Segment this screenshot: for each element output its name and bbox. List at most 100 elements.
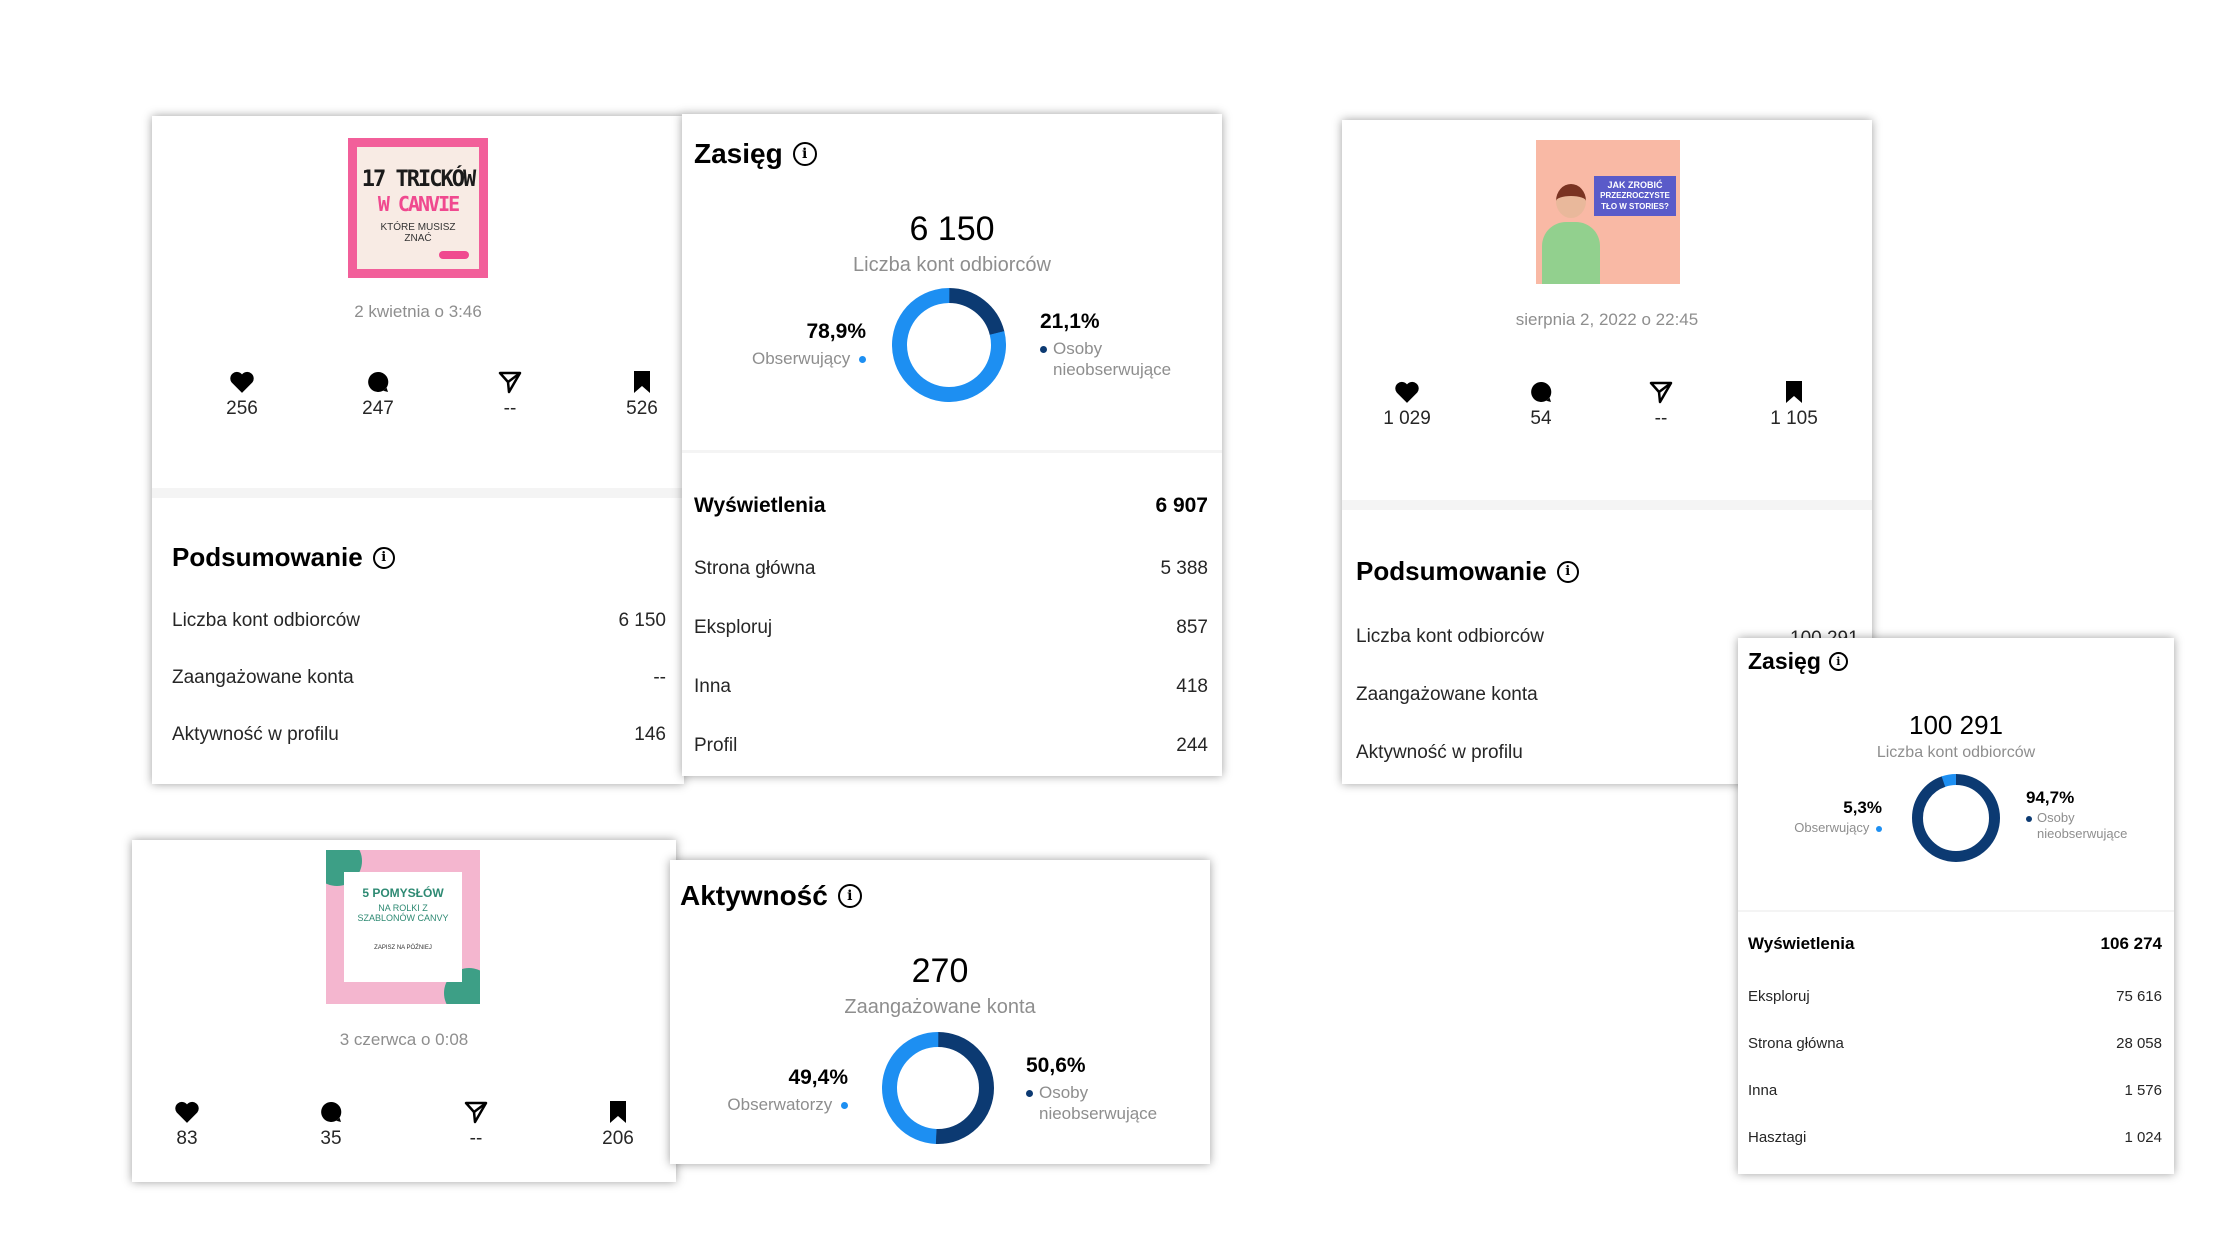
post-card-3: 5 POMYSŁÓW NA ROLKI Z SZABLONÓW CANVY ZA… (132, 840, 676, 1182)
comments-count: 54 (1530, 408, 1552, 429)
source-row: Profil 244 (694, 735, 1208, 757)
thumb-line-2: NA ROLKI Z (378, 903, 428, 913)
saves-stat: 526 (587, 370, 697, 420)
post-thumbnail-2[interactable]: JAK ZROBIĆ PRZEZROCZYSTE TŁO W STORIES? (1536, 140, 1680, 284)
thumb-line-1: JAK ZROBIĆ (1607, 180, 1663, 190)
post-date: sierpnia 2, 2022 o 22:45 (1515, 310, 1699, 329)
summary-title-text: Podsumowanie (172, 542, 363, 572)
source-label: Profil (694, 735, 738, 756)
thumb-person (1542, 184, 1600, 284)
nonfollowers-label-2: nieobserwujące (1053, 360, 1172, 380)
views-label: Wyświetlenia (1748, 934, 1855, 953)
nonfollowers-label-2: nieobserwujące (2037, 826, 2128, 842)
saves-stat: 1 105 (1739, 380, 1849, 430)
thumb-title-1: 17 TRICKÓW (361, 167, 476, 192)
post-thumbnail-1[interactable]: 17 TRICKÓW W CANVIE KTÓRE MUSISZ ZNAĆ (348, 138, 488, 278)
source-label: Hasztagi (1748, 1129, 1807, 1146)
post-thumbnail-3[interactable]: 5 POMYSŁÓW NA ROLKI Z SZABLONÓW CANVY ZA… (326, 850, 480, 1004)
thumb-sub-2: ZNAĆ (404, 233, 432, 244)
shares-stat: -- (421, 1100, 531, 1150)
thumb-line-3: SZABLONÓW CANVY (357, 913, 449, 923)
activity-title: Aktywność i (680, 880, 862, 912)
views-row: Wyświetlenia 6 907 (694, 494, 1208, 518)
legend-dot-nonfollowers (1040, 346, 1047, 354)
info-icon[interactable]: i (1828, 652, 1848, 671)
legend-dot-nonfollowers (1026, 1090, 1033, 1098)
comments-count: 35 (320, 1128, 342, 1149)
thumb-line-4: ZAPISZ NA PÓŹNIEJ (374, 945, 432, 951)
summary-row: Aktywność w profilu (1356, 742, 1854, 764)
thumb-pill (439, 251, 469, 259)
source-value: 5 388 (1160, 558, 1208, 579)
source-row: Inna 418 (694, 676, 1208, 698)
summary-title: Podsumowanie i (172, 542, 395, 573)
nonfollowers-pct: 21,1% (1040, 310, 1100, 333)
share-icon (464, 1101, 488, 1124)
nonfollowers-label-wrap: Osoby nieobserwujące (1040, 338, 1171, 381)
summary-value: 6 150 (618, 610, 666, 631)
comments-stat: 54 (1486, 380, 1596, 430)
shares-stat: -- (455, 370, 565, 420)
reach-total: 100 291 (1909, 710, 2003, 740)
source-row: Inna 1 576 (1748, 1082, 2162, 1099)
summary-title-text: Podsumowanie (1356, 556, 1547, 586)
summary-row: Liczba kont odbiorców (1356, 626, 1854, 648)
nonfollowers-label-wrap: Osoby nieobserwujące (2026, 810, 2127, 843)
summary-label: Liczba kont odbiorców (172, 610, 360, 631)
followers-label-wrap: Obserwujący (752, 348, 866, 369)
summary-label: Zaangażowane konta (172, 667, 354, 688)
source-value: 1 576 (2124, 1082, 2162, 1099)
post-card-1: 17 TRICKÓW W CANVIE KTÓRE MUSISZ ZNAĆ 2 … (152, 116, 684, 784)
shares-count: -- (503, 398, 517, 419)
source-row: Strona główna 28 058 (1748, 1035, 2162, 1052)
followers-pct: 5,3% (1843, 798, 1882, 817)
share-icon (1649, 381, 1673, 404)
reach-card-1: Zasięg i 6 150 Liczba kont odbiorców 78,… (682, 114, 1222, 776)
shares-count: -- (1654, 408, 1668, 429)
views-total: 6 907 (1155, 494, 1208, 517)
reach-donut (892, 288, 1006, 402)
comments-count: 247 (362, 398, 394, 419)
saves-count: 1 105 (1770, 408, 1818, 429)
followers-label: Obserwatorzy (727, 1095, 833, 1114)
nonfollowers-label-2: nieobserwujące (1039, 1104, 1158, 1124)
bookmark-icon (1786, 381, 1802, 403)
summary-row: Zaangażowane konta (1356, 684, 1854, 706)
source-value: 1 024 (2124, 1129, 2162, 1146)
summary-label: Liczba kont odbiorców (1356, 626, 1544, 647)
nonfollowers-pct: 94,7% (2026, 788, 2075, 807)
legend-dot-followers (859, 356, 866, 364)
donut-segment-nonfollowers (1912, 774, 2000, 862)
reach-total-label: Liczba kont odbiorców (853, 254, 1051, 276)
views-label: Wyświetlenia (694, 494, 826, 517)
reach-total-label: Liczba kont odbiorców (1876, 744, 2036, 761)
summary-row: Liczba kont odbiorców 6 150 (172, 610, 666, 632)
divider (1738, 910, 2174, 912)
bookmark-icon (634, 371, 650, 393)
saves-stat: 206 (563, 1100, 673, 1150)
views-row: Wyświetlenia 106 274 (1748, 934, 2162, 954)
info-icon[interactable]: i (792, 142, 817, 166)
source-row: Eksploruj 75 616 (1748, 988, 2162, 1005)
legend-dot-followers (1876, 825, 1882, 832)
nonfollowers-label-1: Osoby (2037, 810, 2075, 825)
source-value: 418 (1176, 676, 1208, 697)
reach-donut (1912, 774, 2000, 862)
views-total: 106 274 (2100, 934, 2162, 953)
followers-label: Obserwujący (752, 349, 851, 368)
source-value: 244 (1176, 735, 1208, 756)
likes-stat: 1 029 (1352, 380, 1462, 430)
info-icon[interactable]: i (1556, 560, 1579, 583)
shares-stat: -- (1606, 380, 1716, 430)
comment-icon (1531, 381, 1552, 402)
source-label: Eksploruj (694, 617, 773, 638)
info-icon[interactable]: i (372, 546, 395, 569)
info-icon[interactable]: i (837, 884, 862, 908)
heart-icon (175, 1101, 199, 1123)
heart-icon (230, 371, 254, 393)
source-row: Eksploruj 857 (694, 617, 1208, 639)
source-row: Hasztagi 1 024 (1748, 1129, 2162, 1146)
thumb-banner: JAK ZROBIĆ PRZEZROCZYSTE TŁO W STORIES? (1594, 176, 1676, 216)
divider (1342, 500, 1872, 510)
thumb-line-2: PRZEZROCZYSTE (1600, 191, 1670, 201)
